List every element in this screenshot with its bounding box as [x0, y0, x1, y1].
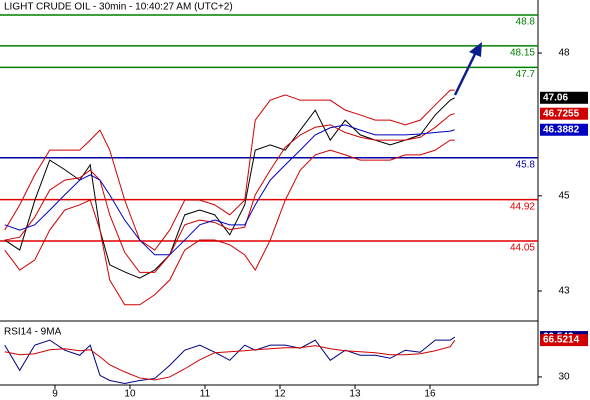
rsi-title: RSI14 - 9MA: [4, 327, 62, 338]
series-line: [4, 339, 456, 381]
series-line: [4, 139, 455, 306]
y-tick-label: 43: [558, 286, 570, 297]
level-label: 45.8: [516, 159, 536, 170]
x-tick-label: 10: [124, 389, 136, 400]
level-label: 48.8: [516, 17, 536, 28]
last-value-box: [540, 123, 588, 136]
chart-title: LIGHT CRUDE OIL - 30min - 10:40:27 AM (U…: [4, 2, 233, 13]
last-value-box: [540, 107, 588, 120]
x-tick-label: 13: [349, 389, 361, 400]
series-line: [4, 113, 455, 273]
level-label: 48.15: [510, 48, 535, 59]
x-tick-label: 9: [52, 389, 58, 400]
y-tick-label: 48: [558, 48, 570, 59]
y-tick-label: 45: [558, 190, 570, 201]
series-line: [4, 336, 456, 384]
y-tick-label: 30: [558, 372, 570, 383]
last-value-label: 46.3882: [543, 124, 580, 135]
last-value-box: [540, 91, 588, 104]
level-label: 47.7: [516, 69, 536, 80]
last-value-label: 46.7255: [543, 108, 580, 119]
forecast-arrow: [453, 42, 482, 96]
series-line: [4, 89, 455, 251]
last-value-label: 66.5214: [543, 335, 580, 346]
last-value-label: 47.06: [543, 92, 568, 103]
series-line: [4, 124, 455, 256]
level-label: 44.92: [510, 201, 535, 212]
x-tick-label: 16: [424, 389, 436, 400]
x-tick-label: 12: [274, 389, 286, 400]
x-tick-label: 11: [200, 389, 211, 400]
last-value-box: [540, 334, 588, 347]
level-label: 44.05: [510, 243, 535, 254]
